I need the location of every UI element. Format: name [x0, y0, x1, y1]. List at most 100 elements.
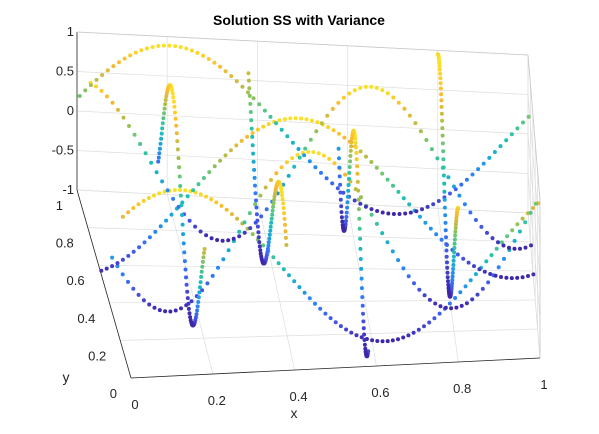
data-point — [99, 88, 104, 93]
data-point — [121, 115, 126, 120]
data-point — [164, 91, 169, 96]
data-point — [120, 214, 125, 219]
data-point — [178, 45, 183, 50]
data-point — [440, 126, 445, 131]
data-point — [336, 146, 341, 151]
data-point — [401, 266, 406, 271]
data-point — [526, 274, 530, 278]
data-point — [425, 204, 430, 209]
data-point — [194, 312, 199, 317]
data-point — [339, 210, 344, 215]
data-point — [224, 207, 229, 212]
data-point — [288, 116, 293, 121]
data-point — [199, 274, 204, 279]
data-point — [496, 265, 501, 270]
data-point — [349, 144, 354, 149]
data-point — [523, 245, 528, 250]
data-point — [347, 170, 352, 175]
data-point — [444, 242, 449, 247]
data-point — [355, 179, 360, 184]
data-point — [133, 50, 138, 55]
data-point — [437, 64, 442, 68]
data-point — [369, 84, 374, 89]
data-point — [141, 198, 146, 203]
data-point — [313, 165, 318, 170]
data-point — [178, 188, 182, 192]
data-point — [127, 124, 131, 128]
data-point — [431, 202, 436, 207]
data-point — [339, 215, 344, 220]
data-point — [515, 222, 520, 227]
data-point — [429, 147, 434, 152]
data-point — [209, 236, 214, 241]
data-point — [440, 141, 445, 146]
data-point — [308, 137, 313, 142]
data-point — [246, 78, 251, 83]
data-point — [264, 207, 269, 212]
data-point — [352, 198, 357, 203]
data-point — [253, 183, 257, 188]
data-point — [406, 274, 411, 279]
data-point — [246, 90, 250, 95]
data-point — [391, 95, 396, 100]
data-point — [445, 275, 450, 280]
data-point — [153, 229, 158, 234]
data-point — [380, 171, 385, 176]
data-point — [505, 234, 510, 239]
data-point — [470, 297, 475, 302]
data-point — [274, 121, 279, 126]
data-point — [251, 159, 256, 164]
data-point — [248, 110, 253, 114]
data-point — [248, 101, 253, 106]
data-point — [349, 330, 354, 335]
y-tick-label: 1 — [56, 198, 63, 213]
data-point — [256, 235, 261, 240]
data-point — [323, 311, 328, 316]
data-point — [414, 209, 419, 214]
data-point — [219, 203, 224, 208]
data-point — [122, 56, 127, 61]
data-point — [359, 286, 364, 291]
data-point — [297, 155, 302, 160]
data-point — [437, 311, 442, 316]
data-point — [180, 222, 185, 227]
data-point — [270, 208, 275, 213]
side-wall-grid-z — [527, 94, 541, 240]
data-point — [283, 235, 288, 240]
data-point — [136, 292, 141, 297]
data-point — [142, 240, 147, 245]
data-point — [349, 136, 354, 141]
data-point — [265, 247, 270, 251]
data-point — [475, 292, 480, 297]
data-point — [509, 276, 514, 281]
data-point — [370, 338, 375, 343]
data-point — [168, 309, 173, 314]
data-point — [452, 250, 457, 255]
data-point — [326, 125, 331, 130]
data-point — [303, 146, 308, 151]
data-point — [499, 240, 504, 245]
data-point — [242, 230, 247, 235]
data-point — [420, 207, 424, 212]
data-point — [453, 296, 458, 300]
data-point — [158, 141, 163, 146]
data-point — [183, 267, 188, 272]
data-point — [280, 193, 285, 198]
data-point — [361, 311, 365, 316]
data-point — [450, 270, 455, 275]
data-point — [499, 275, 503, 279]
data-point — [427, 320, 432, 325]
data-point — [369, 207, 374, 212]
data-point — [283, 229, 288, 234]
data-point — [176, 156, 181, 161]
data-point — [202, 250, 206, 255]
data-point — [212, 164, 217, 169]
data-point — [437, 67, 442, 72]
data-point — [360, 303, 365, 308]
data-point — [196, 182, 201, 187]
data-point — [451, 258, 456, 263]
x-tick-label: 0 — [131, 397, 138, 412]
data-point — [509, 132, 514, 137]
data-point — [359, 335, 364, 340]
data-point — [529, 243, 533, 248]
